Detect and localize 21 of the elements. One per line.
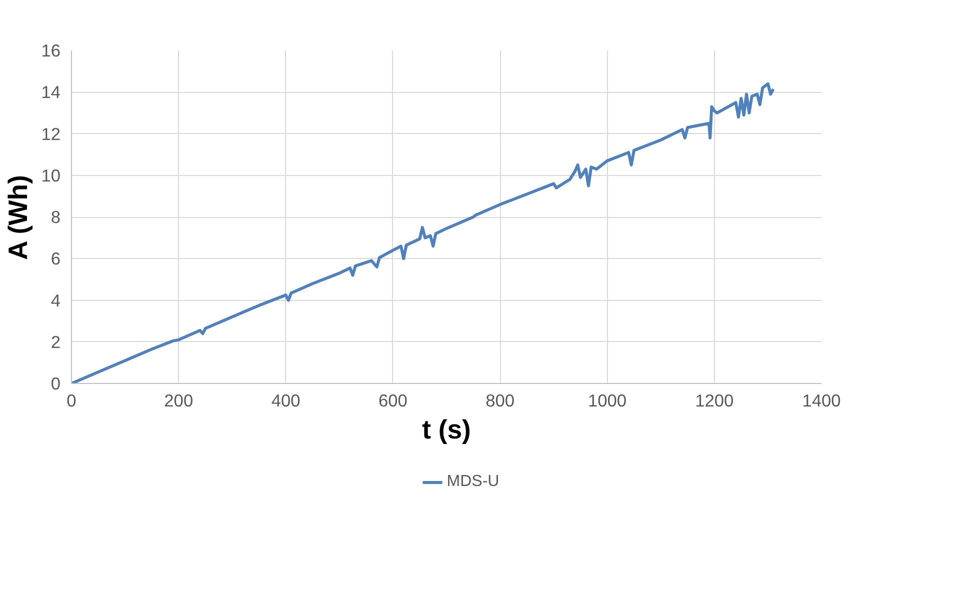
x-tick-label: 1000 [588, 390, 627, 410]
x-tick-label: 600 [378, 390, 408, 410]
x-tick-label: 800 [486, 390, 515, 410]
y-tick-label: 12 [41, 124, 61, 144]
y-tick-label: 8 [50, 207, 61, 227]
y-tick-label: 16 [41, 40, 61, 60]
y-tick-label: 2 [50, 332, 61, 352]
x-tick-label: 1400 [802, 390, 841, 410]
x-tick-label: 400 [271, 390, 300, 410]
x-axis-title: t (s) [422, 414, 471, 444]
legend-label: MDS-U [446, 473, 500, 491]
line-series [72, 82, 775, 384]
x-tick-label: 1200 [695, 390, 734, 410]
y-tick-label: 14 [41, 82, 61, 102]
y-tick-label: 6 [50, 248, 61, 269]
x-tick-label: 0 [66, 390, 76, 410]
y-axis-title: A (Wh) [3, 175, 34, 260]
y-tick-label: 4 [50, 290, 61, 310]
y-tick-label: 0 [50, 374, 61, 394]
y-tick-label: 10 [41, 165, 61, 186]
x-tick-label: 200 [164, 390, 194, 410]
